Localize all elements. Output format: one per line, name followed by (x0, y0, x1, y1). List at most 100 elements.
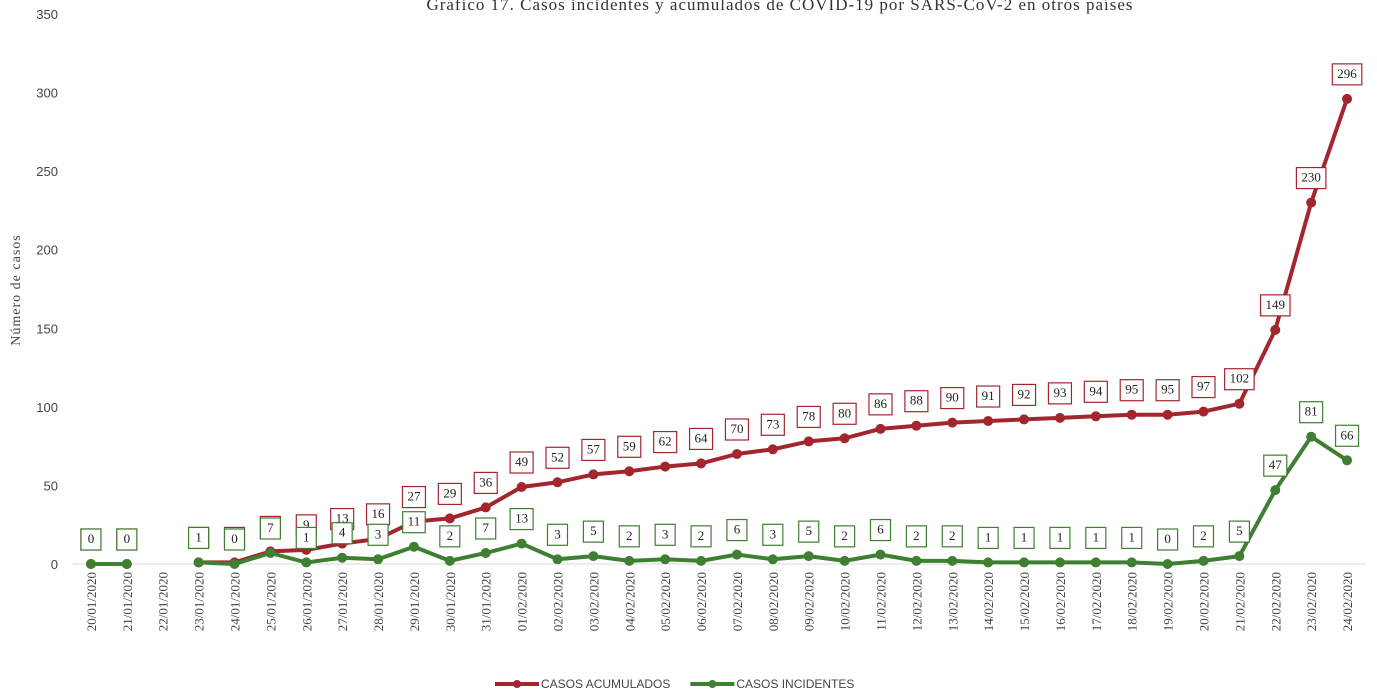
point (1234, 398, 1245, 409)
x-tick-label: 23/01/2020 (192, 572, 207, 631)
data-label-box (1013, 526, 1035, 550)
point (1162, 409, 1173, 420)
data-label-text: 3 (662, 526, 669, 541)
data-label-box (654, 523, 676, 546)
point (516, 538, 527, 549)
point (1270, 324, 1281, 335)
data-label-box (1295, 166, 1327, 190)
data-label: 81 (1299, 401, 1324, 424)
data-label-text: 5 (805, 523, 812, 538)
data-label-text: 3 (375, 526, 382, 541)
data-label: 296 (1331, 63, 1363, 86)
data-label: 16 (365, 503, 391, 526)
data-label-text: 62 (659, 434, 672, 449)
point (1126, 409, 1137, 420)
data-label-box (1192, 525, 1215, 548)
data-label: 90 (940, 386, 965, 410)
data-label: 7 (259, 517, 281, 540)
data-label-text: 57 (587, 441, 601, 456)
data-label: 2 (690, 525, 712, 548)
chart-title: Gráfico 17. Casos incidentes y acumulado… (426, 0, 1133, 14)
point (1054, 557, 1065, 568)
data-label-box (1334, 424, 1360, 447)
data-label-box (1157, 528, 1179, 551)
x-tick-label: 26/01/2020 (299, 572, 314, 631)
data-label-text: 88 (910, 393, 923, 408)
data-label-box (796, 405, 821, 429)
legend-marker (708, 680, 717, 688)
data-label: 3 (367, 523, 389, 546)
data-label: 27 (401, 485, 427, 509)
data-label-box (940, 386, 965, 410)
point (408, 541, 419, 552)
data-label-text: 13 (515, 511, 528, 526)
data-label: 88 (904, 390, 929, 413)
y-tick-label: 0 (51, 557, 58, 572)
data-label: 66 (1334, 424, 1360, 447)
data-label-box (618, 525, 640, 548)
data-label-box (367, 523, 389, 546)
x-tick-label: 28/01/2020 (371, 572, 386, 631)
data-label-text: 49 (515, 454, 528, 469)
data-label-text: 0 (124, 531, 131, 546)
series-line (90, 98, 1349, 566)
data-label: 62 (653, 430, 678, 454)
point (731, 549, 742, 560)
data-label: 2 (941, 525, 963, 548)
data-label-box (259, 517, 281, 540)
data-label: 2 (618, 525, 640, 548)
point (1090, 557, 1101, 568)
data-label: 1 (977, 526, 999, 550)
data-label-text: 73 (766, 416, 779, 431)
data-label-box (473, 471, 498, 495)
data-label-text: 70 (730, 421, 743, 436)
point (265, 548, 276, 558)
legend-label: CASOS ACUMULADOS (541, 677, 670, 691)
data-label-box (1331, 63, 1363, 86)
data-label: 0 (116, 528, 138, 551)
data-label: 2 (905, 525, 927, 548)
data-label: 6 (869, 518, 892, 542)
point (1019, 557, 1030, 568)
data-label: 3 (546, 523, 569, 546)
data-label-text: 5 (590, 523, 597, 538)
data-label-box (401, 485, 427, 509)
point (193, 557, 204, 568)
x-tick-label: 04/02/2020 (622, 572, 637, 631)
data-label-text: 296 (1337, 66, 1357, 81)
point (516, 482, 527, 492)
data-label-text: 64 (695, 430, 709, 445)
data-label-text: 91 (982, 388, 995, 403)
data-label-box (798, 520, 820, 543)
point (983, 557, 994, 568)
point (767, 444, 778, 455)
data-label-text: 90 (946, 390, 959, 405)
data-label-box (762, 523, 784, 546)
data-label: 57 (581, 438, 606, 462)
data-label: 0 (80, 528, 102, 551)
data-label-text: 0 (231, 531, 238, 546)
x-tick-label: 18/02/2020 (1125, 572, 1140, 631)
data-label-box (869, 518, 892, 542)
data-label-text: 81 (1305, 404, 1318, 419)
data-label: 36 (473, 471, 498, 495)
x-tick-label: 05/02/2020 (658, 572, 673, 631)
point (696, 458, 707, 469)
x-tick-label: 02/02/2020 (551, 572, 566, 631)
data-label: 97 (1191, 375, 1216, 399)
x-tick-label: 20/01/2020 (84, 572, 99, 631)
point (803, 436, 814, 447)
data-label-box (1121, 526, 1143, 550)
point (373, 554, 384, 565)
data-label: 1 (295, 526, 317, 550)
point (803, 551, 814, 562)
data-label-text: 36 (479, 474, 493, 489)
data-label-box (905, 525, 927, 548)
data-label-box (688, 427, 714, 451)
data-label-box (724, 418, 750, 441)
y-tick-label: 100 (36, 400, 58, 415)
data-label-text: 95 (1161, 382, 1174, 397)
point (85, 559, 96, 569)
data-label-box (546, 523, 569, 546)
data-label-box (475, 517, 497, 540)
